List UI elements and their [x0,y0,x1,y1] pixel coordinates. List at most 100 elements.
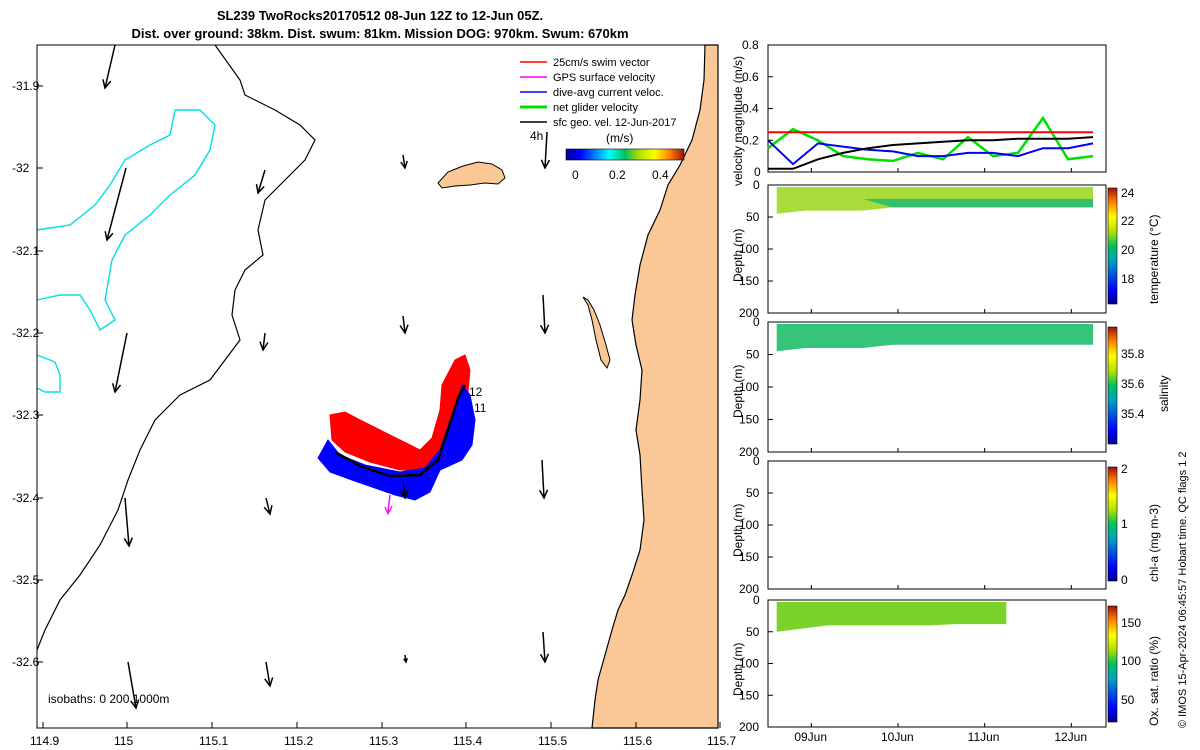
sfc-geo-vector-field [102,44,551,710]
geo-vector [402,480,406,499]
map-colorbar [565,148,685,161]
geo-vector-head [102,79,112,90]
depth-tick-label: 150 [739,274,759,288]
geo-vector-head [539,653,550,664]
depth-tick-label: 50 [746,486,760,500]
map-legend: 25cm/s swim vector GPS surface velocity … [520,57,677,129]
geo-vector [104,44,116,89]
chla-y-axis: 0 50 100 150 200 [739,454,773,596]
temperature-depth-label: Depth (m) [731,229,745,282]
depth-tick-label: 50 [746,348,760,362]
map-ytick-label: -32.2 [12,326,40,340]
geo-vector [114,332,128,393]
geo-vector [402,315,406,334]
chla-panel-frame [767,460,1107,590]
legend-net: net glider velocity [553,102,638,114]
chla-ylabel: chl-a (mg m-3) [1147,504,1161,582]
sal-cb-354: 35.4 [1121,407,1145,421]
island-garden [582,296,611,370]
geo-vector [257,169,266,194]
time-tick-label: 11Jun [968,730,1000,744]
map-panel: 12 11 4h 25cm/s swim vector GPS surface … [12,44,736,748]
time-tick-label: 10Jun [881,730,914,744]
oxygen-cb-ticks: 150 100 50 [1121,616,1141,707]
chart-title-line2: Dist. over ground: 38km. Dist. swum: 81k… [131,26,629,41]
sal-cb-356: 35.6 [1121,377,1145,391]
chla-cb-ticks: 2 1 0 [1121,462,1128,587]
geo-vector-head [123,537,134,548]
map-ytick-label: -32.4 [12,491,40,505]
legend-current: dive-avg current veloc. [553,87,664,99]
glider-track-red [329,354,471,471]
map-frame [36,44,719,729]
map-xtick-label: 115.5 [538,734,567,748]
depth-tick-label: 200 [739,720,759,734]
geo-vector-head [540,159,551,170]
depth-tick-label: 0 [753,454,760,468]
geo-vector [262,332,266,351]
day-marker-12: 12 [469,385,483,399]
oxygen-y-axis: 0 50 100 150 200 [739,593,773,734]
ox-cb-50: 50 [1121,693,1135,707]
geo-vector-head [403,658,408,664]
geo-vector [127,661,137,709]
depth-tick-label: 50 [746,210,760,224]
geo-vector-head [255,184,265,195]
chl-cb-1: 1 [1121,517,1128,531]
time-x-axis: 09Jun 10Jun 11Jun 12Jun [794,168,1087,744]
glider-track-blue [317,383,476,501]
velocity-line [767,139,1094,166]
depth-tick-label: 200 [739,445,759,459]
salinity-ylabel: salinity [1157,375,1171,412]
geo-vector [542,294,546,334]
oxygen-depth-label: Depth (m) [731,643,745,696]
geo-vector-head [264,677,274,688]
ox-cb-100: 100 [1121,654,1141,668]
map-xtick-label: 115.6 [623,734,652,748]
hours-label: 4h [530,129,543,143]
gps-arrowhead [384,505,393,516]
map-xtick-label: 115.1 [199,734,228,748]
copyright-footer: © IMOS 15-Apr-2024 06:45:57 Hobart time.… [1177,451,1189,728]
temperature-y-axis: 0 50 100 150 200 [739,178,773,320]
geo-vector-head [538,489,549,500]
map-ytick-label: -32.6 [12,655,40,669]
geo-vector-head [130,699,140,710]
geo-vector [124,497,130,547]
velocity-line [768,136,1094,170]
vel-ytick-label: 0.2 [742,133,759,147]
salinity-y-axis: 0 50 100 150 200 [739,315,773,459]
salinity-cb-ticks: 35.8 35.6 35.4 [1121,347,1145,421]
depth-tick-label: 200 [739,306,759,320]
depth-tick-label: 100 [739,657,759,671]
depth-tick-label: 100 [739,380,759,394]
depth-tick-label: 0 [753,315,760,329]
chart-title-line1: SL239 TwoRocks20170512 08-Jun 12Z to 12-… [216,8,544,23]
map-ytick-label: -32.3 [12,408,40,422]
temp-cb-20: 20 [1121,243,1135,257]
depth-tick-label: 150 [739,413,759,427]
geo-vector [402,154,406,169]
geo-vector-head [400,160,408,170]
depth-tick-label: 150 [739,550,759,564]
time-tick-label: 09Jun [794,730,827,744]
map-xtick-label: 115.4 [453,734,482,748]
temperature-deep-data [863,199,1093,208]
depth-tick-label: 150 [739,688,759,702]
velocity-series [767,115,1094,170]
isobath-1000m [36,44,316,651]
vel-ytick-label: 0.4 [742,102,759,116]
geo-vector-head [111,383,122,394]
salinity-data [776,324,1093,352]
velocity-panel-frame [767,44,1107,173]
temp-cb-22: 22 [1121,214,1135,228]
map-ytick-label: -31.9 [12,79,40,93]
map-xtick-label: 115.7 [707,734,736,748]
map-colorbar-label: (m/s) [606,131,633,145]
map-xtick-label: 114.9 [30,734,59,748]
depth-tick-label: 100 [739,242,759,256]
depth-tick-label: 0 [753,178,760,192]
day-marker-11: 11 [474,401,487,415]
ox-cb-150: 150 [1121,616,1141,630]
